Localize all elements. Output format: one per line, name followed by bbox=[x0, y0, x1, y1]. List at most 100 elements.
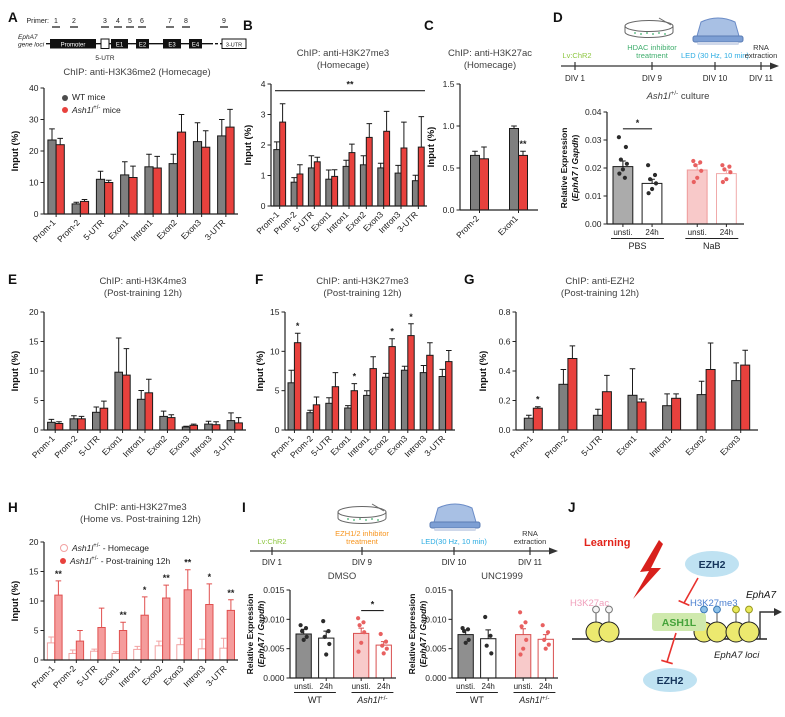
panel-F: F ChIP: anti-H3K27me3 (Post-training 12h… bbox=[255, 272, 463, 492]
chart-B: Input (%) Prom-1 Prom-2 5-UTR Exon1 Intron1 Ex… bbox=[243, 76, 433, 271]
chart-svg-C: Input (%) Prom-2 Exon1 0.0 0.5 1.0 1.5 ** bbox=[426, 79, 538, 240]
x-tick-label: Intron3 bbox=[181, 663, 207, 689]
error-bar bbox=[55, 580, 62, 596]
data-dot bbox=[519, 624, 524, 629]
bar bbox=[68, 653, 77, 661]
x-tick-label: unsti. bbox=[456, 682, 475, 691]
primer-3: 3 bbox=[103, 18, 107, 25]
data-dot bbox=[693, 163, 698, 168]
panel-G: G ChIP: anti-EZH2 (Post-training 12h) In… bbox=[464, 272, 782, 492]
y-axis-label-line1: Relative Expression bbox=[559, 128, 569, 209]
legend-item: Ash1l+/- mice bbox=[62, 104, 121, 117]
bar bbox=[369, 368, 377, 431]
error-bar bbox=[183, 425, 189, 427]
data-dot bbox=[321, 619, 326, 624]
sig-label: * bbox=[371, 600, 375, 610]
primer-label: Primer: bbox=[26, 18, 49, 25]
x-tick-label: 5-UTR bbox=[309, 433, 334, 458]
error-bar bbox=[707, 342, 714, 370]
primer-8: 8 bbox=[184, 18, 188, 25]
error-bar bbox=[206, 583, 213, 605]
bar bbox=[662, 405, 673, 431]
bar bbox=[99, 407, 109, 431]
error-bar bbox=[78, 415, 85, 419]
y-tick-label: 0.01 bbox=[585, 191, 602, 201]
y-tick-label: 5 bbox=[275, 386, 280, 396]
div1-label: DIV 1 bbox=[262, 558, 283, 567]
y-tick-label: 3 bbox=[261, 110, 266, 120]
bar bbox=[342, 165, 350, 207]
data-dot bbox=[361, 620, 366, 625]
bar bbox=[183, 589, 192, 661]
bar bbox=[47, 421, 56, 431]
data-dot bbox=[728, 170, 733, 175]
error-bar bbox=[194, 122, 201, 142]
y-tick-label: 2 bbox=[261, 140, 266, 150]
bar bbox=[104, 182, 114, 215]
error-bar bbox=[389, 338, 395, 347]
x-tick-label: 5-UTR bbox=[81, 217, 106, 242]
panel-label-D: D bbox=[553, 10, 563, 25]
timeline-ticks bbox=[271, 547, 531, 555]
error-bar bbox=[199, 638, 205, 649]
bar bbox=[279, 121, 287, 207]
bar bbox=[515, 634, 532, 679]
error-bar bbox=[408, 323, 414, 336]
timeline-led-label: LED(30 Hz, 10 min) bbox=[421, 537, 487, 546]
bar bbox=[176, 644, 185, 661]
epha7-gene-locus-diagram: Primer: 1 2 3 4 5 6 7 8 9 EphA7 gene loc… bbox=[18, 18, 247, 62]
chart-C: Input (%) Prom-2 Exon1 0.0 0.5 1.0 1.5 ** bbox=[424, 76, 552, 271]
error-bar bbox=[279, 103, 286, 123]
data-dot bbox=[384, 646, 389, 651]
bar bbox=[350, 390, 358, 431]
y-tick-label: 1 bbox=[261, 171, 266, 181]
data-dot bbox=[488, 633, 493, 638]
legend-item: WT mice bbox=[62, 92, 121, 104]
div9-label: DIV 9 bbox=[642, 74, 663, 83]
data-dot bbox=[646, 191, 651, 196]
chart-title-I2: UNC1999 bbox=[481, 571, 523, 582]
bar bbox=[307, 167, 315, 207]
bar bbox=[144, 392, 154, 431]
ezh2-bottom-oval bbox=[643, 668, 697, 692]
data-dot bbox=[653, 181, 659, 186]
y-tick-label: 20 bbox=[29, 537, 39, 547]
data-dot bbox=[483, 614, 488, 620]
ezh2-top-oval bbox=[685, 551, 739, 577]
sig-label: * bbox=[296, 321, 300, 331]
bar bbox=[293, 342, 302, 431]
div9-label: DIV 9 bbox=[352, 558, 373, 567]
y-tick-label: 15 bbox=[270, 307, 280, 317]
sig-label: * bbox=[536, 395, 540, 405]
bar bbox=[558, 383, 569, 431]
bar bbox=[325, 402, 333, 431]
y-tick-label: 0.015 bbox=[425, 585, 447, 595]
gene-loci-label: gene loci bbox=[18, 42, 45, 49]
bar bbox=[225, 126, 235, 215]
error-bar bbox=[420, 365, 427, 373]
timeline-rna-label2: extraction bbox=[745, 51, 778, 60]
chart-title-A: ChIP: anti-H3K36me2 (Homecage) bbox=[63, 67, 211, 78]
bar bbox=[176, 131, 187, 215]
bar bbox=[348, 152, 356, 207]
y-tick-label: 1.0 bbox=[443, 121, 455, 131]
primer-6: 6 bbox=[140, 18, 144, 25]
data-dot bbox=[301, 637, 306, 642]
utr5-box bbox=[100, 38, 110, 49]
error-bar bbox=[370, 356, 376, 369]
group-label: Ash1l+/- bbox=[356, 695, 387, 705]
bar bbox=[97, 627, 106, 661]
x-tick-label: Prom-1 bbox=[508, 433, 535, 460]
bar bbox=[375, 644, 392, 679]
data-dot bbox=[521, 646, 526, 651]
y-tick-label: 0.010 bbox=[263, 614, 285, 624]
error-bar bbox=[351, 383, 358, 391]
chart-svg-G: Input (%) Prom-1 Prom-2 5-UTR Exon1 Intron1 Ex… bbox=[478, 307, 758, 460]
chart-title-G-line1: ChIP: anti-EZH2 bbox=[565, 276, 635, 287]
nucleosomes-h3k27ac bbox=[585, 605, 620, 643]
data-dot bbox=[484, 643, 489, 648]
bar bbox=[383, 130, 391, 207]
exon2-label: E2 bbox=[139, 42, 147, 48]
chart-svg-H: Input (%)Prom-1Prom-25-UTRExon1Intron1Ex… bbox=[10, 537, 238, 690]
